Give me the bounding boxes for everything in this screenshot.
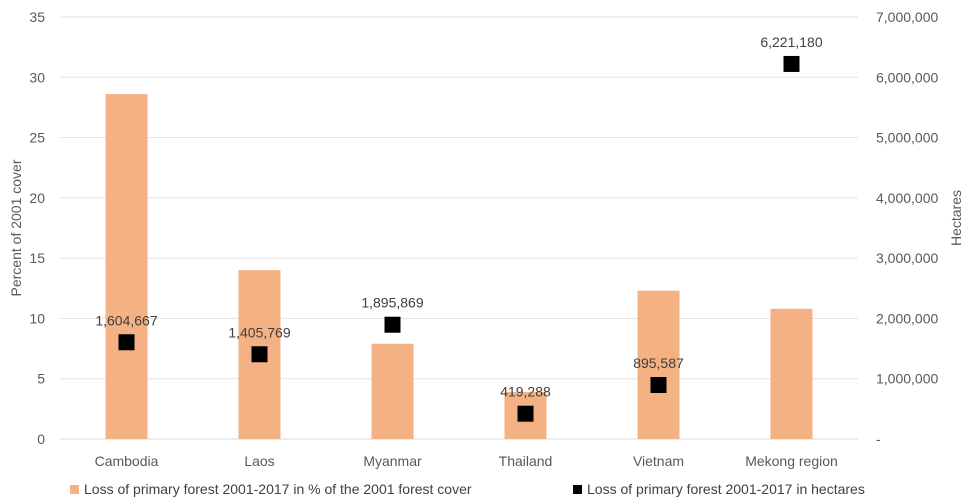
left-axis-ticks: 0 5 10 15 20 25 30 35 [29, 9, 45, 447]
marker [251, 346, 268, 363]
marker [118, 334, 135, 351]
left-tick-label: 20 [29, 190, 45, 206]
bar [770, 308, 813, 439]
data-label: 1,604,667 [95, 312, 157, 328]
x-axis-ticks: Cambodia Laos Myanmar Thailand Vietnam Mekong… [95, 453, 838, 469]
right-axis-title: Hectares [948, 190, 964, 246]
marker [783, 55, 800, 72]
marker [650, 377, 667, 394]
legend-bar-label: Loss of primary forest 2001-2017 in % of… [84, 481, 472, 497]
right-tick-label: 4,000,000 [876, 190, 938, 206]
bar [637, 290, 680, 439]
x-tick-label: Laos [244, 453, 274, 469]
left-tick-label: 25 [29, 130, 45, 146]
left-tick-label: 5 [37, 371, 45, 387]
right-tick-label: 3,000,000 [876, 250, 938, 266]
right-tick-label: 7,000,000 [876, 9, 938, 25]
left-tick-label: 35 [29, 9, 45, 25]
markers [118, 55, 800, 422]
x-tick-label: Cambodia [95, 453, 159, 469]
legend-marker-swatch [573, 485, 582, 494]
data-label: 419,288 [500, 384, 551, 400]
bar [371, 343, 414, 439]
x-tick-label: Mekong region [745, 453, 838, 469]
left-tick-label: 0 [37, 431, 45, 447]
right-tick-label: 2,000,000 [876, 310, 938, 326]
left-tick-label: 10 [29, 310, 45, 326]
left-tick-label: 30 [29, 69, 45, 85]
data-label: 1,405,769 [228, 324, 290, 340]
gridlines [60, 16, 858, 440]
x-tick-label: Thailand [499, 453, 553, 469]
data-label: 1,895,869 [361, 295, 423, 311]
data-labels: 1,604,667 1,405,769 1,895,869 419,288 895,58… [95, 34, 822, 400]
right-tick-label: - [876, 431, 881, 447]
bar [105, 94, 148, 439]
left-axis-title: Percent of 2001 cover [8, 159, 24, 296]
left-tick-label: 15 [29, 250, 45, 266]
legend: Loss of primary forest 2001-2017 in % of… [70, 481, 865, 497]
x-tick-label: Myanmar [363, 453, 422, 469]
x-tick-label: Vietnam [633, 453, 684, 469]
legend-marker-label: Loss of primary forest 2001-2017 in hect… [587, 481, 865, 497]
marker [517, 405, 534, 422]
right-tick-label: 1,000,000 [876, 371, 938, 387]
data-label: 895,587 [633, 355, 684, 371]
legend-bar-swatch [70, 485, 79, 494]
bars [105, 94, 813, 439]
right-axis-ticks: - 1,000,000 2,000,000 3,000,000 4,000,000 5,0… [876, 9, 938, 447]
data-label: 6,221,180 [760, 34, 822, 50]
marker [384, 316, 401, 333]
right-tick-label: 5,000,000 [876, 130, 938, 146]
right-tick-label: 6,000,000 [876, 69, 938, 85]
